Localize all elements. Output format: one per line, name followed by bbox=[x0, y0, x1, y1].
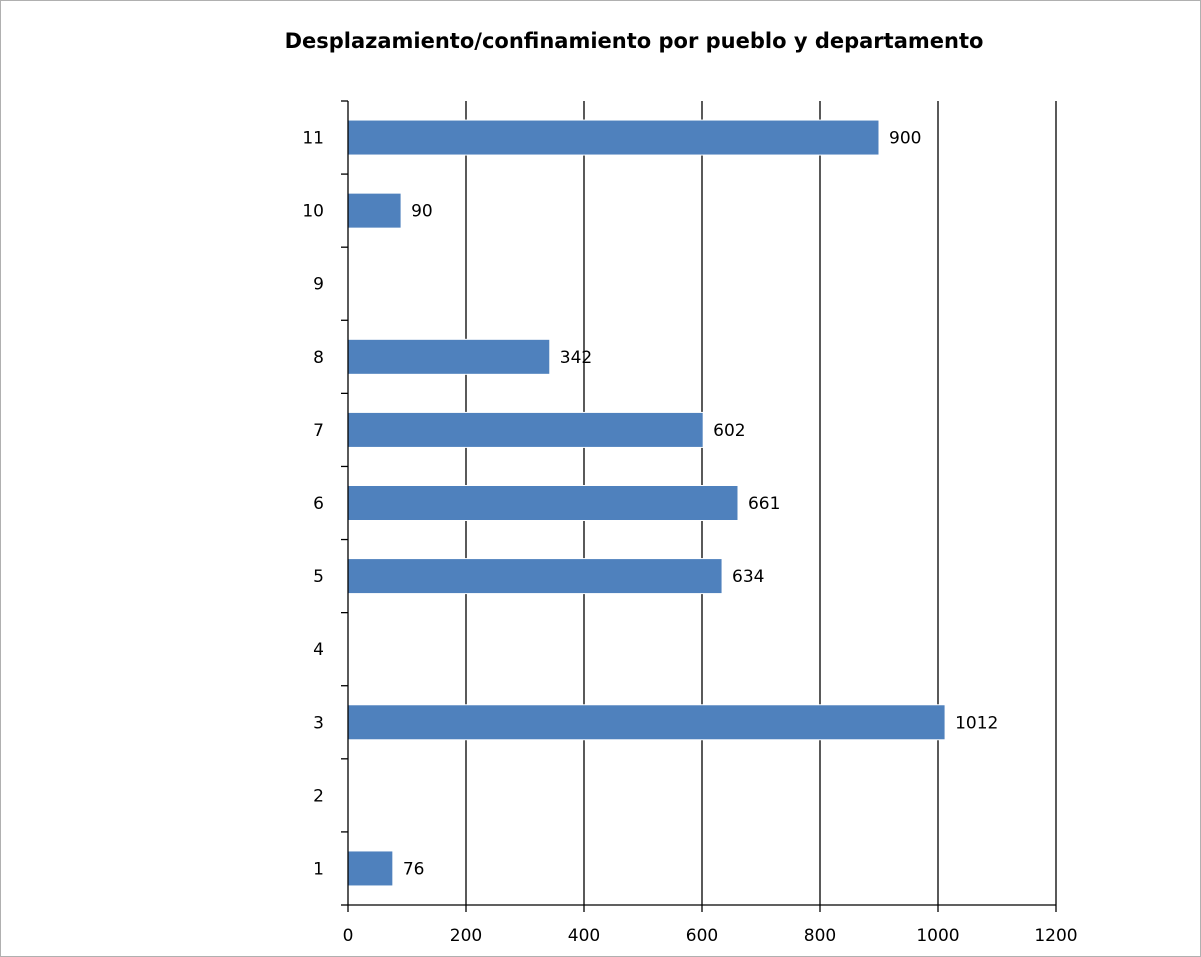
x-tick-label: 800 bbox=[804, 926, 836, 946]
x-tick-label: 400 bbox=[568, 926, 600, 946]
y-tick-label: 8 bbox=[313, 348, 324, 368]
y-tick-label: 6 bbox=[313, 494, 324, 514]
y-tick-label: 9 bbox=[313, 275, 324, 295]
x-tick-label: 200 bbox=[450, 926, 482, 946]
y-tick-label: 2 bbox=[313, 786, 324, 806]
y-tick-label: 4 bbox=[313, 640, 324, 660]
data-label: 76 bbox=[403, 859, 425, 879]
data-label: 90 bbox=[411, 202, 433, 222]
chart-title: Desplazamiento/confinamiento por pueblo … bbox=[285, 29, 984, 53]
y-tick-label: 1 bbox=[313, 859, 324, 879]
data-label: 661 bbox=[748, 494, 780, 514]
x-tick-label: 1000 bbox=[916, 926, 959, 946]
y-tick-label: 3 bbox=[313, 713, 324, 733]
bars bbox=[347, 119, 946, 887]
data-label: 1012 bbox=[955, 713, 998, 733]
bar bbox=[347, 485, 739, 521]
bar bbox=[347, 704, 946, 741]
x-tick-label: 1200 bbox=[1034, 926, 1077, 946]
data-label: 634 bbox=[732, 567, 764, 587]
data-label: 900 bbox=[889, 129, 921, 149]
x-tick-label: 0 bbox=[343, 926, 354, 946]
bar bbox=[347, 338, 551, 375]
x-tick-labels: 0 200 400 600 800 1000 1200 bbox=[343, 926, 1078, 946]
data-labels: 76 1012 634 661 602 342 90 900 bbox=[403, 129, 999, 880]
y-tick-label: 11 bbox=[302, 129, 324, 149]
data-label: 602 bbox=[713, 421, 745, 441]
bar bbox=[347, 850, 394, 887]
bar bbox=[347, 411, 704, 448]
y-tick-labels: 1 2 3 4 5 6 7 8 9 10 11 bbox=[302, 129, 324, 880]
bar bbox=[347, 558, 723, 595]
axes bbox=[341, 100, 1057, 912]
y-tick-label: 5 bbox=[313, 567, 324, 587]
bar bbox=[347, 192, 402, 229]
gridlines bbox=[465, 101, 1057, 905]
bar bbox=[347, 119, 880, 156]
x-tick-label: 600 bbox=[686, 926, 718, 946]
y-tick-label: 7 bbox=[313, 421, 324, 441]
data-label: 342 bbox=[560, 348, 592, 368]
y-tick-label: 10 bbox=[302, 202, 324, 222]
